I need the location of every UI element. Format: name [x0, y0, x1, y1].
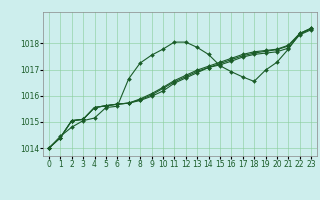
Text: Graphe pression niveau de la mer (hPa): Graphe pression niveau de la mer (hPa) [58, 182, 262, 192]
